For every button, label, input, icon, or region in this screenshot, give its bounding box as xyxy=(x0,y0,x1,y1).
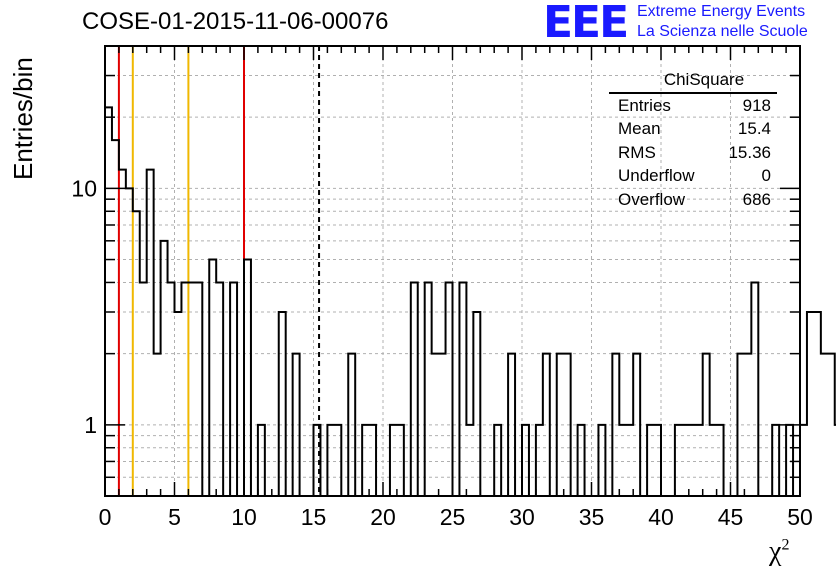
x-tick-label: 15 xyxy=(301,504,327,530)
x-tick-label: 0 xyxy=(99,504,112,530)
plot-title: COSE-01-2015-11-06-00076 xyxy=(82,8,389,35)
stats-box-name: ChiSquare xyxy=(609,68,777,94)
x-tick-label: 10 xyxy=(231,504,257,530)
x-tick-labels: 0 5 10 15 20 25 30 35 40 45 50 xyxy=(99,504,813,530)
x-tick-label: 20 xyxy=(370,504,396,530)
x-tick-label: 40 xyxy=(648,504,674,530)
logo-line-2: La Scienza nelle Scuole xyxy=(637,23,808,40)
stats-box: ChiSquare Entries 918 Mean 15.4 RMS 15.36 U… xyxy=(609,68,777,211)
reference-lines xyxy=(117,46,321,496)
logo-line-1: Extreme Energy Events xyxy=(637,3,806,20)
x-tick-label: 35 xyxy=(579,504,605,530)
grid-lines xyxy=(105,46,800,496)
x-tick-label: 30 xyxy=(509,504,535,530)
y-tick-label: 1 xyxy=(84,412,97,438)
stats-row-rms: RMS 15.36 xyxy=(618,142,771,162)
x-axis-title: χ2 xyxy=(769,536,790,567)
stats-row-entries: Entries 918 xyxy=(618,95,771,115)
stats-row-mean: Mean 15.4 xyxy=(618,119,771,138)
x-tick-label: 5 xyxy=(168,504,181,530)
eee-logo: EEE xyxy=(543,0,629,48)
axis-ticks xyxy=(104,45,801,496)
x-tick-label: 45 xyxy=(718,504,744,530)
x-tick-label: 50 xyxy=(787,504,813,530)
y-tick-label: 10 xyxy=(71,175,97,201)
stats-row-overflow: Overflow 686 xyxy=(618,189,771,209)
histogram-series xyxy=(105,106,836,497)
y-tick-labels: 1 10 xyxy=(71,175,97,437)
x-tick-label: 25 xyxy=(440,504,466,530)
stats-row-underflow: Underflow 0 xyxy=(618,166,771,185)
